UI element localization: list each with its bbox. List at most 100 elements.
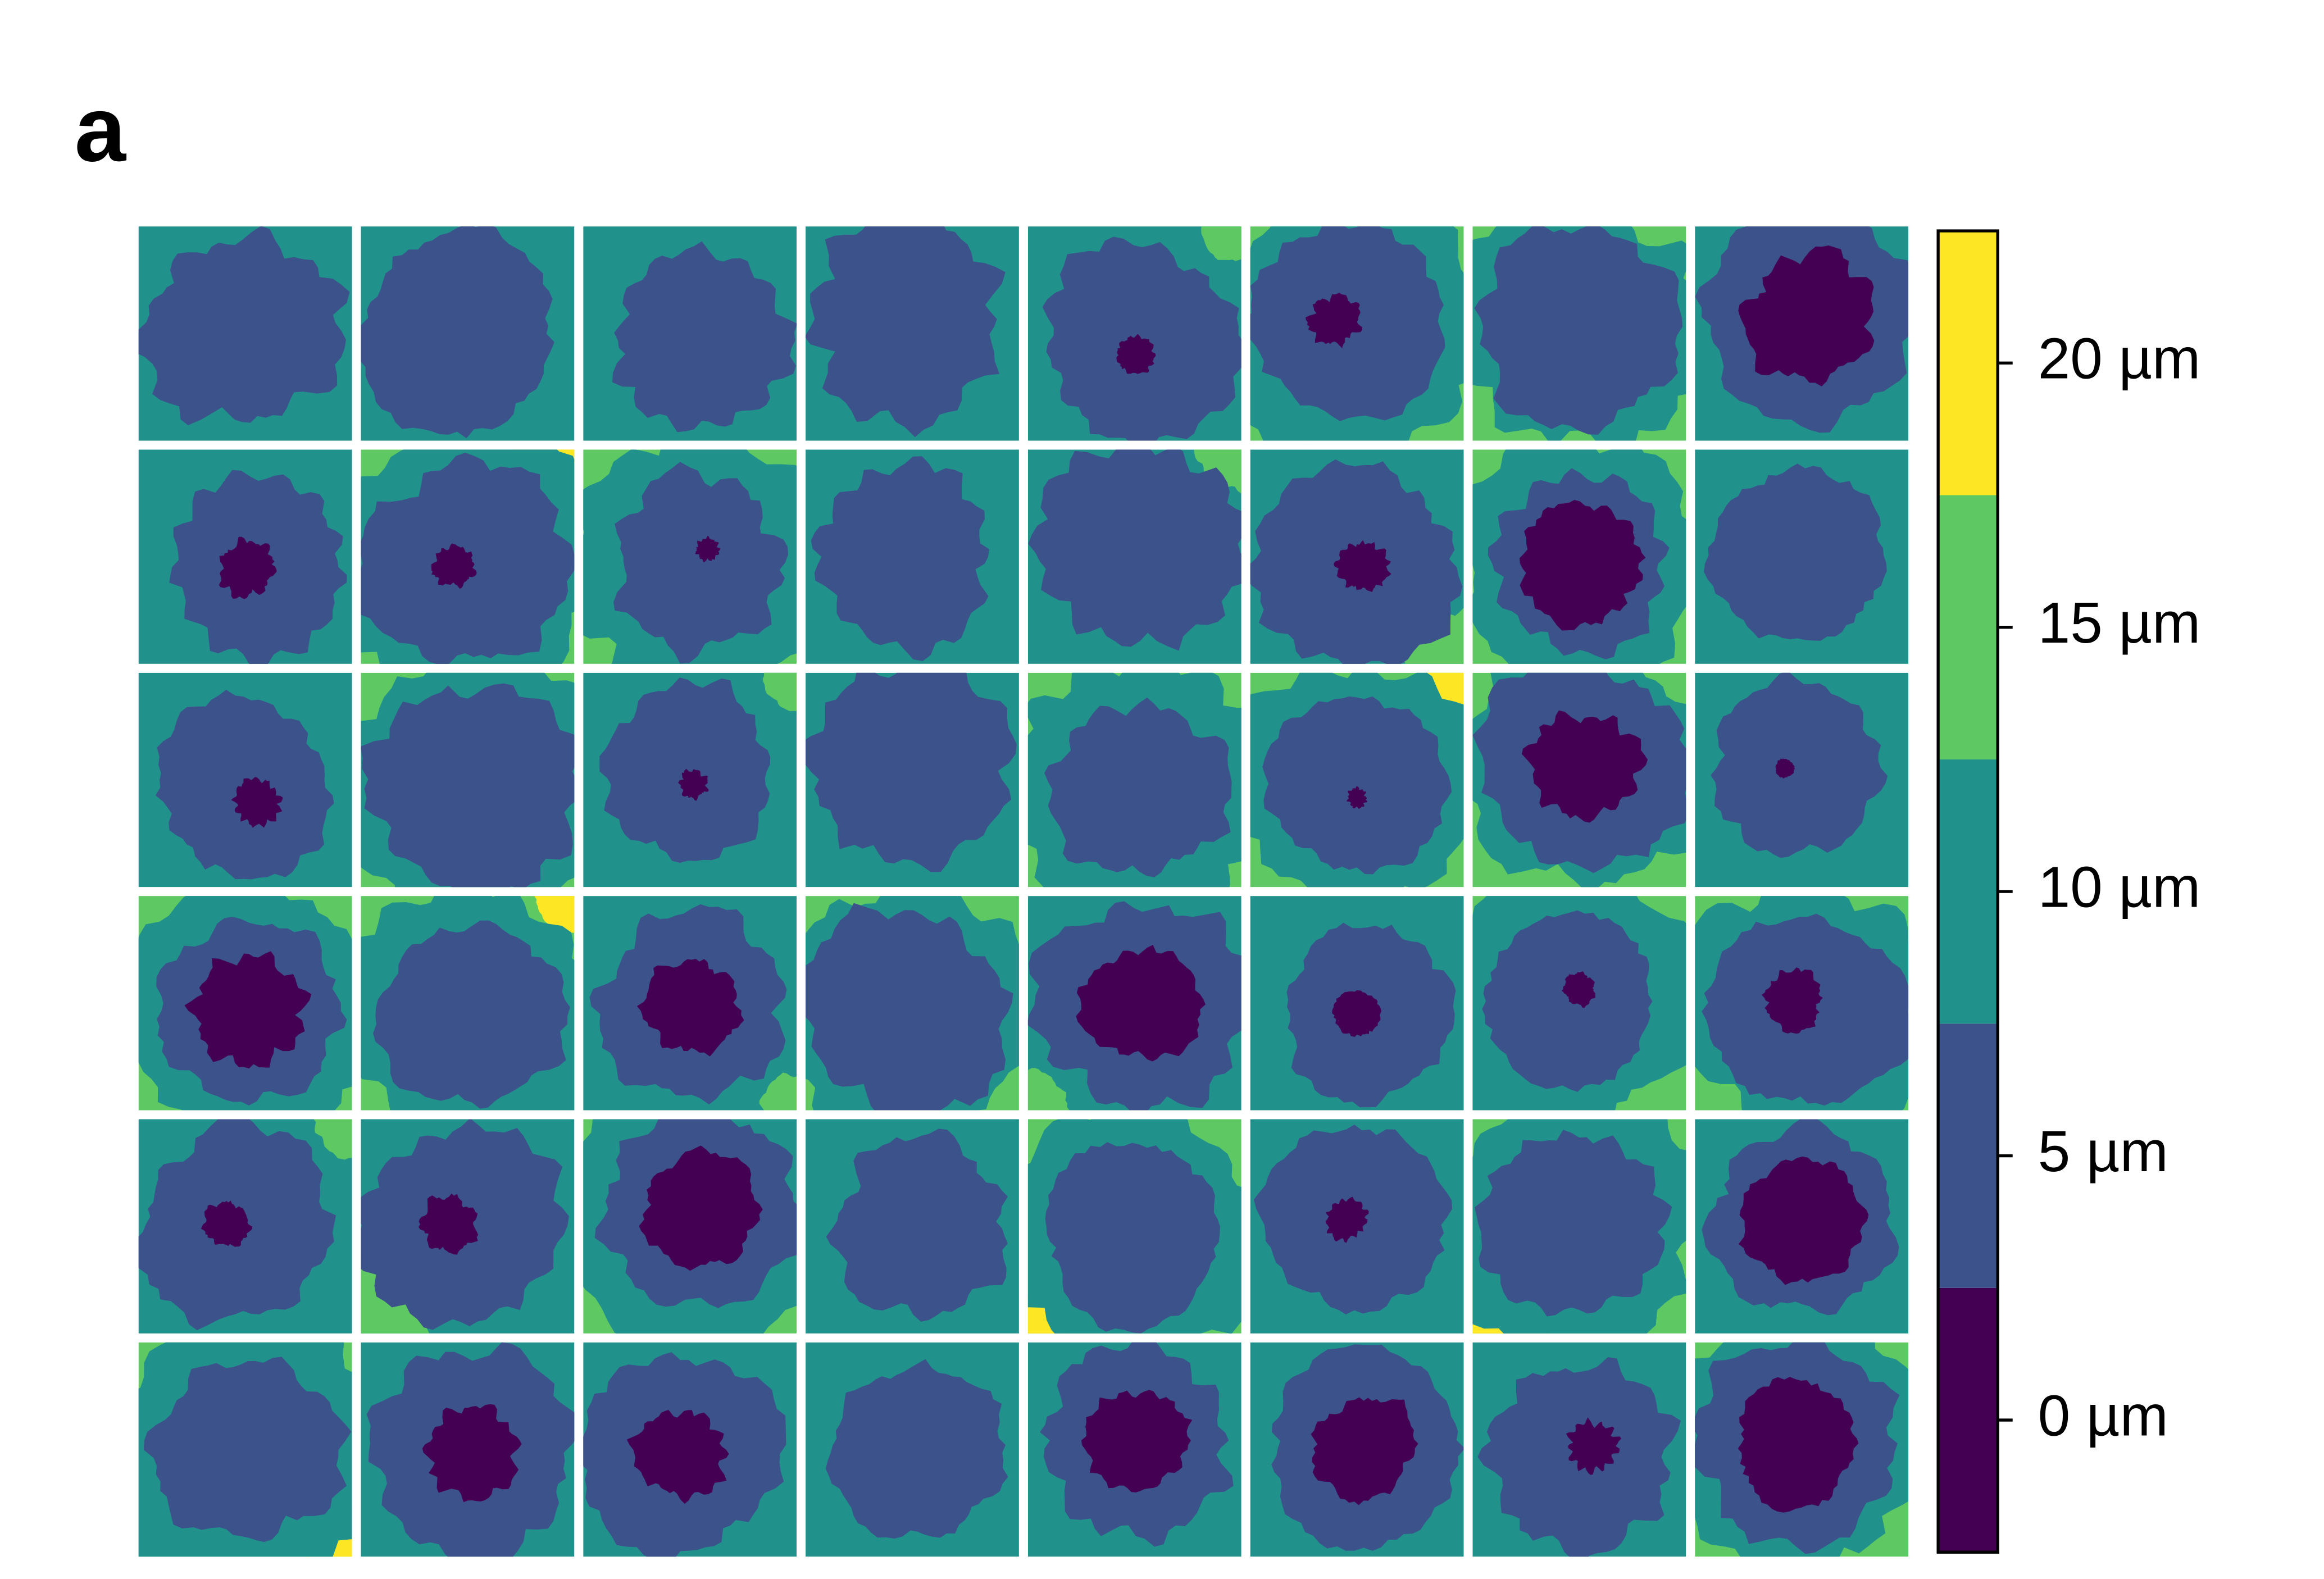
contour-level xyxy=(1424,672,1464,706)
contour-level xyxy=(1262,696,1452,875)
contour-tile xyxy=(361,449,575,664)
contour-level xyxy=(695,535,720,562)
contour-level xyxy=(1027,1068,1070,1111)
contour-level xyxy=(1347,786,1368,809)
contour-tile xyxy=(1250,226,1464,441)
contour-tile xyxy=(1250,1119,1464,1334)
contour-level xyxy=(806,903,1013,1111)
contour-level xyxy=(1045,1142,1220,1334)
contour-level xyxy=(1333,540,1391,592)
contour-tile xyxy=(138,1342,352,1557)
contour-tile xyxy=(138,1119,352,1334)
contour-tile xyxy=(1027,896,1241,1111)
contour-level xyxy=(534,896,575,933)
contour-tile xyxy=(806,1342,1019,1557)
colorbar-tick-label: 0 µm xyxy=(2038,1382,2168,1448)
contour-level xyxy=(612,241,797,433)
contour-tile xyxy=(361,672,575,888)
contour-level xyxy=(806,672,1017,872)
contour-level xyxy=(826,1128,1008,1322)
contour-level xyxy=(1521,710,1648,823)
contour-tile xyxy=(1695,226,1909,441)
colorbar-segment xyxy=(1938,1023,1998,1288)
contour-tile xyxy=(1695,896,1909,1111)
colorbar-tick-label: 5 µm xyxy=(2038,1118,2168,1184)
contour-tile xyxy=(361,1342,575,1557)
contour-tile xyxy=(806,449,1019,664)
contour-tile xyxy=(583,896,797,1111)
contour-level xyxy=(184,951,312,1069)
contour-tile xyxy=(1695,1342,1909,1557)
colorbar-segment xyxy=(1938,1287,1998,1553)
contour-level xyxy=(806,226,1006,438)
colorbar-segment xyxy=(1938,759,1998,1024)
contour-tile xyxy=(138,896,352,1111)
contour-level xyxy=(825,1359,1008,1539)
contour-level xyxy=(626,1409,729,1504)
contour-tile xyxy=(1027,672,1241,888)
contour-tile xyxy=(806,1119,1019,1334)
colorbar-segment xyxy=(1938,231,1998,495)
contour-level xyxy=(762,672,797,712)
contour-level xyxy=(1311,1397,1418,1505)
contour-tile xyxy=(1250,1342,1464,1557)
contour-level xyxy=(1332,990,1382,1037)
contour-tile xyxy=(1472,896,1686,1111)
contour-level xyxy=(811,456,990,661)
contour-level xyxy=(636,959,744,1057)
contour-level xyxy=(418,1193,479,1255)
contour-level xyxy=(431,543,477,589)
colorbar-tick-label: 10 µm xyxy=(2038,854,2200,919)
contour-level xyxy=(313,1119,352,1160)
contour-tile xyxy=(583,226,797,441)
contour-level xyxy=(1044,697,1232,877)
contour-level xyxy=(599,677,771,863)
contour-level xyxy=(1474,226,1683,435)
contour-tile xyxy=(1027,226,1241,441)
contour-tile xyxy=(138,449,352,664)
contour-level xyxy=(1739,1156,1869,1285)
contour-tile xyxy=(583,672,797,888)
contour-tile xyxy=(1250,672,1464,888)
contour-tile xyxy=(1250,896,1464,1111)
contour-tile xyxy=(1250,449,1464,664)
contour-level xyxy=(1703,463,1887,641)
contour-level xyxy=(1042,236,1241,441)
colorbar-tick-label: 20 µm xyxy=(2038,326,2200,391)
contour-tile xyxy=(138,226,352,441)
contour-level xyxy=(1761,967,1823,1034)
contour-level xyxy=(1561,971,1596,1008)
contour-level xyxy=(361,683,575,888)
contour-level xyxy=(613,462,788,664)
contour-tile xyxy=(806,226,1019,441)
contour-tile xyxy=(806,672,1019,888)
contour-tile xyxy=(583,1342,797,1557)
contour-level xyxy=(1306,293,1362,349)
contour-tile xyxy=(1027,1119,1241,1334)
contour-tile xyxy=(1027,1342,1241,1557)
colorbar-segment xyxy=(1938,495,1998,759)
contour-level xyxy=(201,1200,252,1247)
contour-tile xyxy=(1027,449,1241,664)
contour-tile xyxy=(1695,449,1909,664)
contour-level xyxy=(1482,910,1653,1092)
contour-tile xyxy=(1695,1119,1909,1334)
contour-tile xyxy=(1472,1119,1686,1334)
contour-level xyxy=(1028,449,1241,651)
contour-level xyxy=(138,226,350,426)
contour-level xyxy=(1738,245,1875,386)
contour-level xyxy=(1738,1377,1859,1513)
contour-level xyxy=(1775,758,1795,779)
contour-level xyxy=(1081,1390,1193,1492)
contour-tile xyxy=(1472,226,1686,441)
contour-level xyxy=(1474,1130,1672,1317)
contour-tile xyxy=(1695,672,1909,888)
contour-level xyxy=(677,768,709,801)
contour-tile xyxy=(583,449,797,664)
contour-tile xyxy=(1472,672,1686,888)
contour-level xyxy=(639,1145,763,1271)
panel-label: a xyxy=(75,77,127,180)
contour-level xyxy=(219,536,277,599)
contour-tile xyxy=(806,896,1019,1111)
